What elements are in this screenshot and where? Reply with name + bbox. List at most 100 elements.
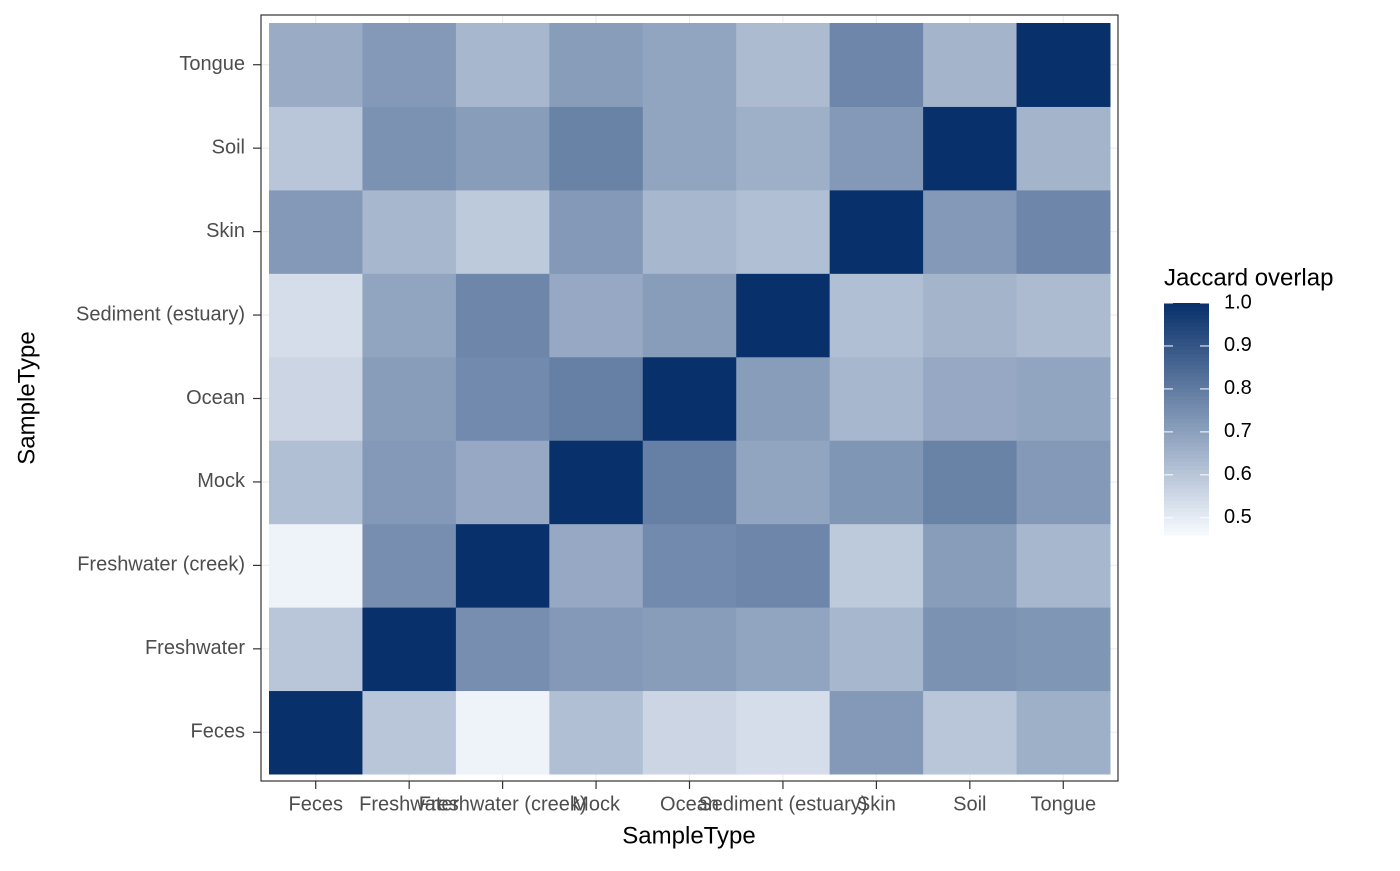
heat-cell bbox=[1016, 607, 1111, 692]
colorbar-segment bbox=[1164, 306, 1209, 312]
colorbar-segment bbox=[1164, 500, 1209, 505]
heat-cell bbox=[455, 523, 550, 608]
heat-cell bbox=[549, 523, 644, 608]
colorbar-segment bbox=[1164, 426, 1209, 432]
heat-cell bbox=[269, 23, 363, 107]
colorbar-segment bbox=[1164, 349, 1209, 354]
x-tick-label: Sediment (estuary) bbox=[698, 793, 867, 815]
heat-cell bbox=[1016, 690, 1111, 775]
heat-cell bbox=[642, 356, 737, 441]
y-tick-label: Sediment (estuary) bbox=[76, 303, 245, 325]
heat-cell bbox=[736, 189, 831, 274]
x-axis-title: SampleType bbox=[622, 822, 755, 849]
heat-cell bbox=[829, 690, 924, 775]
colorbar-segment bbox=[1164, 419, 1209, 424]
heat-cell bbox=[549, 106, 644, 191]
x-tick-label: Freshwater bbox=[359, 793, 459, 815]
heat-cell bbox=[642, 523, 737, 608]
colorbar-segment bbox=[1164, 492, 1209, 497]
colorbar-tick-label: 0.8 bbox=[1224, 377, 1252, 399]
heat-cell bbox=[829, 523, 924, 608]
heat-cell bbox=[549, 23, 644, 107]
heat-cell bbox=[736, 607, 831, 692]
colorbar-segment bbox=[1164, 515, 1209, 521]
x-tick-label: Soil bbox=[953, 793, 986, 815]
colorbar-segment bbox=[1164, 361, 1209, 366]
heat-cell bbox=[362, 356, 457, 441]
heat-cell bbox=[362, 189, 457, 274]
colorbar-segment bbox=[1164, 345, 1209, 350]
heat-cell bbox=[455, 106, 550, 191]
heat-cell bbox=[362, 106, 457, 191]
heat-cell bbox=[455, 23, 550, 107]
colorbar-tick-label: 0.7 bbox=[1224, 420, 1252, 442]
heat-cell bbox=[549, 690, 644, 775]
colorbar-segment bbox=[1164, 337, 1209, 343]
heat-cell bbox=[829, 23, 924, 107]
heat-cell bbox=[455, 690, 550, 775]
heat-cell bbox=[269, 106, 363, 191]
heat-cell bbox=[642, 106, 737, 191]
heat-cell bbox=[1016, 273, 1111, 358]
colorbar-segment bbox=[1164, 442, 1209, 447]
heat-cell bbox=[1016, 523, 1111, 608]
y-tick-label: Soil bbox=[212, 136, 245, 158]
heat-cell bbox=[923, 690, 1018, 775]
y-tick-label: Feces bbox=[191, 721, 245, 743]
colorbar-segment bbox=[1164, 511, 1209, 517]
heat-cell bbox=[455, 356, 550, 441]
heat-cell bbox=[923, 189, 1018, 274]
heat-cell bbox=[1016, 189, 1111, 274]
colorbar-segment bbox=[1164, 531, 1209, 536]
colorbar-segment bbox=[1164, 496, 1209, 501]
heat-cell bbox=[736, 273, 831, 358]
y-tick-label: Skin bbox=[206, 220, 245, 242]
colorbar-tick-label: 0.9 bbox=[1224, 334, 1252, 356]
x-tick-label: Freshwater (creek) bbox=[419, 793, 587, 815]
colorbar-segment bbox=[1164, 507, 1209, 513]
heat-cell bbox=[549, 607, 644, 692]
colorbar-segment bbox=[1164, 326, 1209, 331]
heat-cell bbox=[642, 23, 737, 107]
colorbar-segment bbox=[1164, 477, 1209, 482]
colorbar-segment bbox=[1164, 473, 1209, 478]
colorbar-segment bbox=[1164, 488, 1209, 493]
colorbar-segment bbox=[1164, 314, 1209, 319]
colorbar-segment bbox=[1164, 484, 1209, 490]
heat-cell bbox=[923, 356, 1018, 441]
y-tick-label: Ocean bbox=[186, 387, 245, 409]
colorbar-segment bbox=[1164, 388, 1209, 393]
colorbar-segment bbox=[1164, 430, 1209, 435]
heat-cell bbox=[642, 690, 737, 775]
heat-cell bbox=[549, 356, 644, 441]
heat-cell bbox=[829, 106, 924, 191]
heat-cell bbox=[736, 523, 831, 608]
colorbar-segment bbox=[1164, 303, 1209, 308]
heat-cell bbox=[455, 273, 550, 358]
heat-cell bbox=[642, 440, 737, 525]
heat-cell bbox=[829, 607, 924, 692]
legend-title: Jaccard overlap bbox=[1164, 264, 1333, 291]
heat-cell bbox=[642, 273, 737, 358]
heat-cell bbox=[923, 273, 1018, 358]
heat-cell bbox=[923, 607, 1018, 692]
x-tick-label: Feces bbox=[288, 793, 342, 815]
heat-cell bbox=[362, 690, 457, 775]
heat-cell bbox=[923, 440, 1018, 525]
heat-cell bbox=[1016, 106, 1111, 191]
y-tick-label: Mock bbox=[197, 470, 246, 492]
colorbar-segment bbox=[1164, 457, 1209, 463]
heat-cell bbox=[269, 356, 363, 441]
colorbar-tick-label: 0.6 bbox=[1224, 463, 1252, 485]
colorbar-segment bbox=[1164, 411, 1209, 416]
colorbar-segment bbox=[1164, 422, 1209, 428]
heat-cell bbox=[362, 23, 457, 107]
colorbar-segment bbox=[1164, 407, 1209, 412]
colorbar-segment bbox=[1164, 461, 1209, 466]
heat-cell bbox=[642, 607, 737, 692]
colorbar-segment bbox=[1164, 453, 1209, 459]
heat-cell bbox=[736, 356, 831, 441]
colorbar-segment bbox=[1164, 372, 1209, 377]
heat-cell bbox=[923, 106, 1018, 191]
